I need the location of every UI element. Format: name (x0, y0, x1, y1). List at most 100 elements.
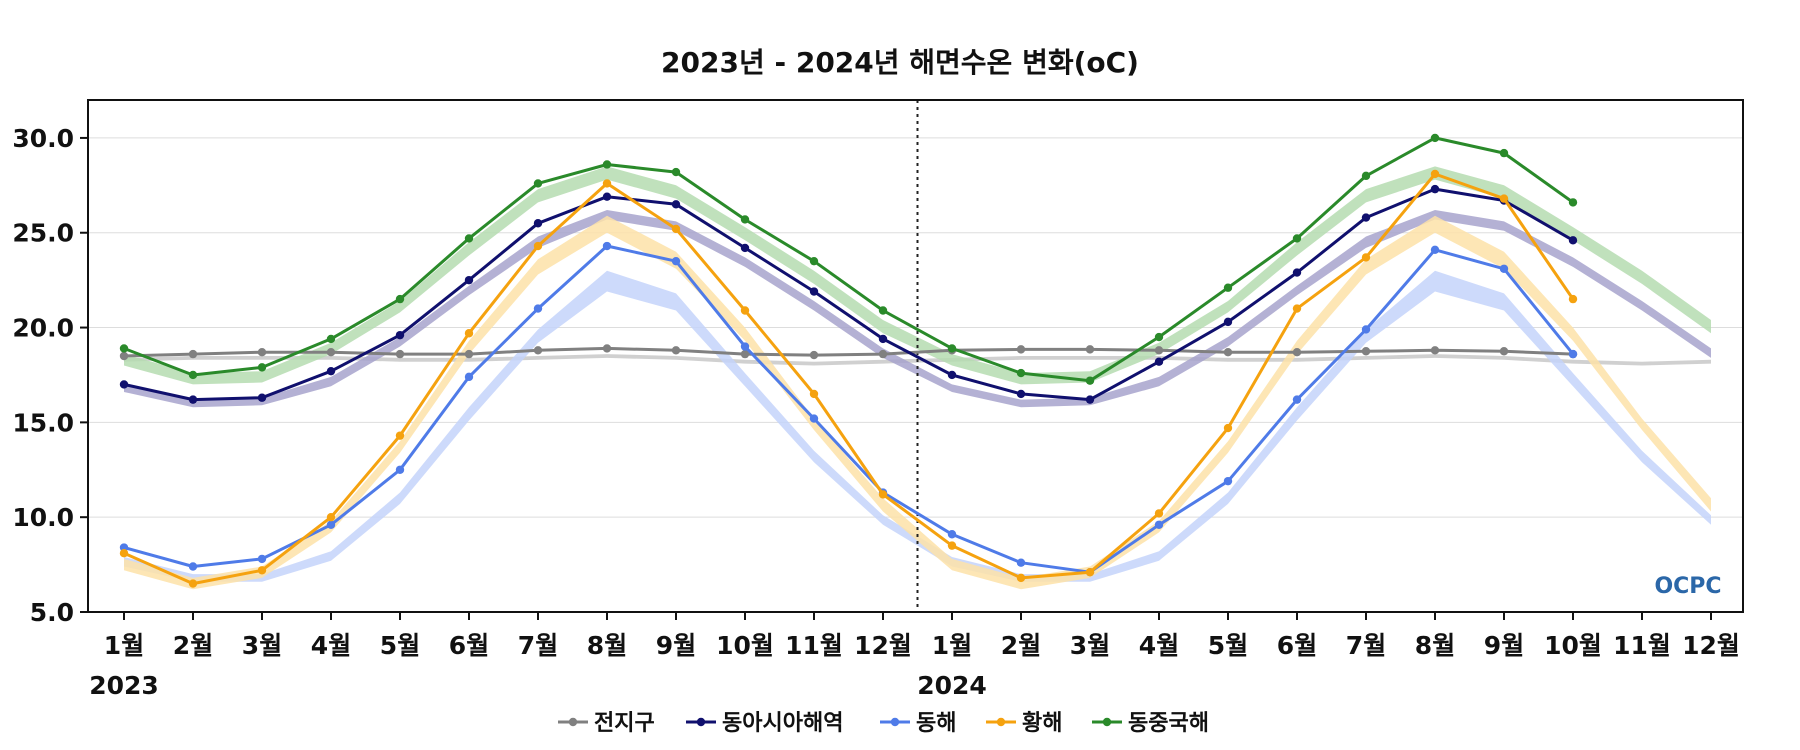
data-point (1568, 294, 1578, 304)
data-point (1499, 148, 1509, 158)
data-point (1016, 558, 1026, 567)
data-point (671, 200, 681, 209)
data-point (1361, 171, 1371, 181)
x-tick-label: 10월 (716, 631, 774, 660)
data-point (947, 541, 957, 550)
data-point (533, 241, 543, 251)
data-point (188, 562, 198, 571)
data-point (464, 275, 474, 285)
year-label: 2023 (89, 671, 159, 700)
legend-label: 동아시아해역 (722, 711, 843, 736)
data-point (1154, 332, 1164, 342)
data-point (188, 395, 198, 404)
y-tick-label: 30.0 (12, 124, 74, 153)
data-point (1016, 573, 1026, 583)
x-tick-label: 4월 (1139, 631, 1179, 660)
data-point (1085, 395, 1095, 404)
data-point (533, 219, 543, 228)
y-tick-label: 5.0 (30, 598, 74, 627)
data-point (1568, 198, 1578, 207)
data-point (1154, 346, 1164, 355)
data-point (1430, 245, 1440, 255)
data-point (1430, 346, 1440, 355)
x-tick-label: 6월 (449, 631, 489, 660)
x-tick-label: 3월 (1070, 631, 1110, 660)
data-point (671, 167, 681, 177)
data-point (326, 520, 336, 529)
y-tick-label: 10.0 (12, 503, 74, 532)
legend: 전지구 동아시아해역 동해 황해 동중국해 (558, 711, 1209, 736)
series-line (123, 172, 1575, 586)
data-series (119, 133, 1578, 588)
data-point (326, 334, 336, 344)
data-point (188, 370, 198, 380)
data-point (878, 306, 888, 315)
x-tick-label: 2월 (1001, 631, 1041, 660)
data-point (1568, 236, 1578, 245)
data-point (1223, 348, 1233, 357)
x-tick-label: 12월 (1682, 631, 1740, 660)
x-axis-ticks: 1월 2월 3월 4월 5월 6월 7월 8월 9월 10월 11월 12월 1월 2월 3월 4월 5월 6월 7… (104, 612, 1740, 660)
x-tick-label: 7월 (1346, 631, 1386, 660)
data-point (740, 243, 750, 253)
legend-label: 동해 (916, 711, 956, 736)
series-line (123, 187, 1574, 402)
data-point (1016, 345, 1026, 354)
x-tick-label: 8월 (1415, 631, 1455, 660)
data-point (395, 465, 405, 474)
x-tick-label: 7월 (518, 631, 558, 660)
data-point (740, 215, 750, 224)
data-point (464, 372, 474, 382)
data-point (1292, 234, 1302, 243)
series-line (123, 244, 1575, 574)
data-point (1292, 395, 1302, 404)
ocpc-logo-text: OCPC (1654, 574, 1721, 599)
data-point (188, 349, 198, 359)
data-point (533, 346, 543, 355)
data-point (809, 389, 819, 399)
data-point (1154, 357, 1164, 366)
data-point (602, 160, 612, 169)
year-label: 2024 (917, 671, 987, 700)
data-point (1085, 345, 1095, 354)
series-line (123, 136, 1574, 383)
data-point (878, 349, 888, 359)
data-point (1361, 347, 1371, 356)
data-point (119, 549, 129, 558)
x-tick-label: 5월 (1208, 631, 1248, 660)
data-point (878, 334, 888, 344)
legend-swatch-marker (996, 717, 1006, 727)
data-point (878, 490, 888, 499)
x-tick-label: 12월 (854, 631, 912, 660)
data-point (1430, 169, 1440, 179)
data-point (809, 350, 819, 360)
data-point (1430, 133, 1440, 143)
y-tick-label: 25.0 (12, 219, 74, 248)
data-point (464, 349, 474, 359)
legend-label: 전지구 (594, 711, 655, 736)
data-point (395, 349, 405, 359)
data-point (1361, 325, 1371, 334)
data-point (1016, 368, 1026, 378)
legend-swatch-marker (568, 717, 578, 727)
data-point (809, 287, 819, 296)
data-point (809, 414, 819, 423)
data-point (947, 370, 957, 380)
y-axis-ticks: 5.0 10.0 15.0 20.0 25.0 30.0 (12, 124, 88, 627)
data-point (257, 348, 267, 357)
y-tick-label: 20.0 (12, 314, 74, 343)
data-point (1154, 509, 1164, 518)
data-point (671, 346, 681, 355)
data-point (1430, 184, 1440, 194)
data-point (1499, 264, 1509, 273)
data-point (602, 241, 612, 251)
legend-label: 동중국해 (1128, 711, 1209, 736)
data-point (326, 348, 336, 357)
data-point (1361, 253, 1371, 262)
x-tick-label: 11월 (1613, 631, 1671, 660)
legend-swatch-marker (696, 717, 706, 727)
x-tick-label: 10월 (1544, 631, 1602, 660)
data-point (1223, 423, 1233, 433)
x-tick-label: 9월 (1484, 631, 1524, 660)
